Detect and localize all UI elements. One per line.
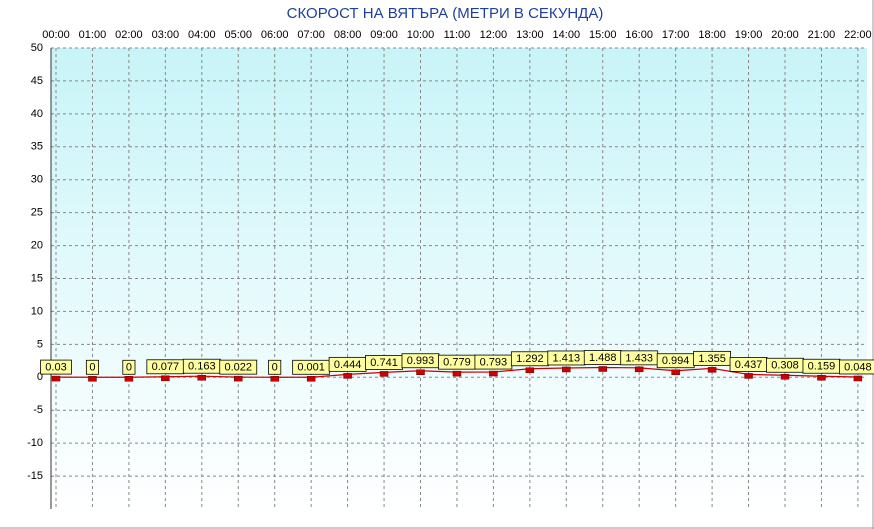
y-tick-label: -15 [27, 470, 43, 482]
marker [270, 376, 279, 382]
x-tick-label: 13:00 [516, 29, 544, 41]
y-tick-label: 20 [31, 239, 43, 251]
data-label: 0.994 [662, 355, 690, 367]
x-tick-label: 10:00 [407, 29, 435, 41]
x-tick-label: 06:00 [261, 29, 289, 41]
y-tick-label: 15 [31, 272, 43, 284]
y-tick-label: 45 [31, 75, 43, 87]
data-label: 1.488 [589, 352, 617, 364]
data-label: 0.022 [224, 362, 252, 374]
x-tick-label: 01:00 [79, 29, 107, 41]
marker [671, 369, 680, 375]
marker [234, 375, 243, 382]
data-label: 0.779 [443, 357, 471, 369]
x-tick-label: 05:00 [224, 29, 252, 41]
marker [744, 373, 753, 379]
x-tick-label: 12:00 [480, 29, 508, 41]
marker [707, 367, 717, 373]
y-tick-label: -5 [33, 404, 43, 416]
y-tick-label: 40 [31, 108, 43, 120]
x-tick-label: 20:00 [771, 29, 799, 41]
marker [161, 375, 170, 382]
data-label: 0 [126, 362, 132, 374]
data-label: 0.03 [45, 361, 66, 373]
marker [817, 374, 826, 381]
y-tick-label: -10 [27, 437, 43, 449]
marker [379, 371, 389, 377]
x-tick-label: 09:00 [370, 29, 398, 41]
marker [562, 366, 571, 373]
data-label: 0.793 [480, 356, 508, 368]
data-label: 1.413 [553, 352, 581, 364]
y-tick-label: 50 [31, 42, 43, 54]
x-tick-label: 03:00 [152, 29, 180, 41]
marker [598, 366, 607, 372]
x-tick-label: 17:00 [662, 29, 690, 41]
data-label: 0.437 [735, 359, 763, 371]
label-box [40, 359, 72, 375]
y-tick-label: 10 [31, 305, 43, 317]
x-tick-label: 18:00 [698, 29, 726, 41]
marker [306, 376, 316, 382]
x-tick-label: 07:00 [297, 29, 325, 41]
marker [51, 375, 61, 382]
y-tick-label: 5 [37, 338, 43, 350]
x-tick-label: 04:00 [188, 29, 216, 41]
data-label: 0.741 [370, 357, 398, 369]
marker [853, 375, 863, 382]
data-label: 1.355 [698, 353, 726, 365]
marker [416, 369, 425, 375]
data-label: 0 [272, 362, 278, 374]
data-label: 0.308 [771, 360, 799, 372]
data-label: 0.048 [844, 361, 872, 373]
x-tick-label: 16:00 [625, 29, 653, 41]
x-tick-label: 08:00 [334, 29, 362, 41]
label-box [122, 359, 136, 375]
y-tick-label: 0 [37, 371, 43, 383]
marker [88, 376, 97, 382]
marker [525, 367, 535, 374]
marker [124, 376, 134, 382]
x-tick-label: 02:00 [115, 29, 143, 41]
x-tick-label: 19:00 [735, 29, 763, 41]
data-label: 0.077 [152, 361, 180, 373]
data-label: 0.163 [188, 361, 216, 373]
chart-title: СКОРОСТ НА ВЯТЪРА (МЕТРИ В СЕКУНДА) [287, 5, 604, 22]
marker [197, 374, 207, 381]
data-label: 1.292 [516, 353, 544, 365]
x-tick-label: 21:00 [808, 29, 836, 41]
data-label: 0.444 [334, 359, 362, 371]
x-tick-label: 14:00 [553, 29, 581, 41]
x-tick-label: 00:00 [42, 29, 70, 41]
data-label: 0.159 [808, 361, 836, 373]
marker [780, 374, 790, 380]
marker [343, 373, 352, 379]
data-label: 0.001 [297, 362, 325, 374]
label-box [85, 359, 99, 375]
data-label: 0.993 [407, 355, 435, 367]
label-box [839, 359, 874, 375]
marker [634, 366, 644, 373]
x-tick-label: 11:00 [444, 29, 471, 41]
x-tick-label: 15:00 [589, 29, 617, 41]
data-label: 0 [89, 362, 95, 374]
label-box [219, 359, 258, 375]
y-tick-label: 25 [31, 207, 43, 219]
marker [489, 370, 498, 377]
x-tick-label: 22:00 [844, 29, 872, 41]
y-tick-label: 30 [31, 174, 43, 186]
label-box [268, 359, 282, 375]
marker [452, 370, 462, 377]
data-label: 1.433 [625, 352, 653, 364]
y-tick-label: 35 [31, 141, 43, 153]
